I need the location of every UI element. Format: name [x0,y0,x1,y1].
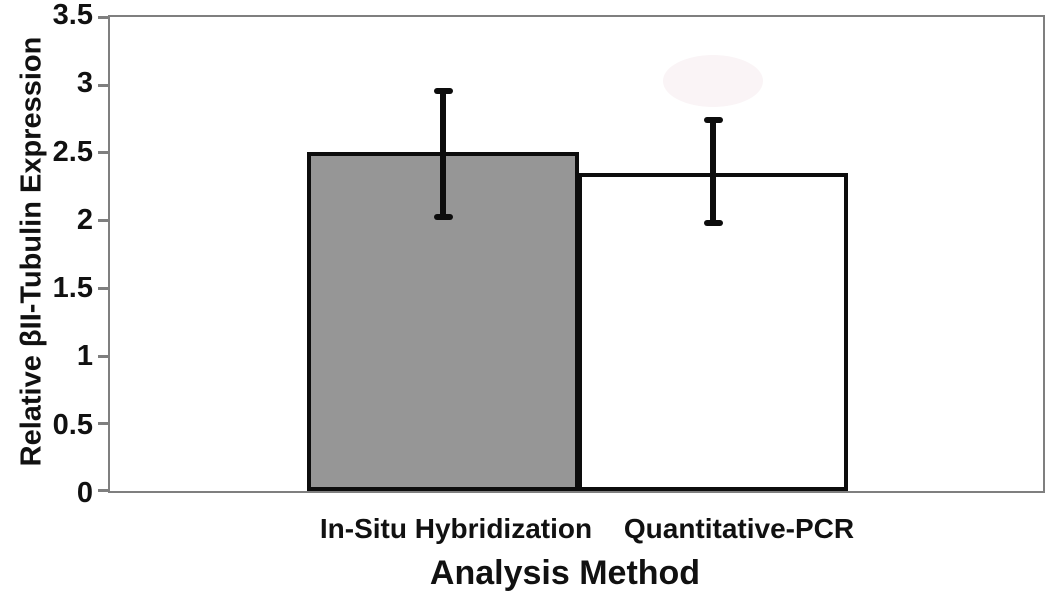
y-tick-mark [98,16,109,19]
x-tick-label-quantitative-pcr: Quantitative-PCR [623,513,855,544]
y-tick-mark [98,83,109,87]
y-tick-mark [98,354,109,358]
smudge-artifact [663,55,763,107]
y-tick-label: 3 [76,67,93,100]
error-bar-line [710,119,716,223]
x-tick-label-in-situ-hybridization: In-Situ Hybridization [319,513,593,544]
y-tick-mark [98,489,109,492]
y-tick-label: 0 [76,477,93,509]
error-bar-cap-bottom [704,219,723,226]
y-tick-labels: 3.5 3 2.5 2 1.5 1 0.5 0 [0,0,93,509]
y-tick-mark [98,219,109,223]
x-axis-title: Analysis Method [429,554,701,592]
y-tick-label: 1.5 [52,272,93,305]
y-tick-label: 2 [76,203,93,236]
y-tick-label: 1 [76,340,93,373]
y-tick-mark [98,422,109,426]
y-tick-label: 3.5 [52,0,93,31]
error-bar-cap-bottom [434,214,453,221]
y-tick-mark [98,286,109,290]
error-bar-cap-top [704,116,723,123]
error-bar-line [440,91,446,218]
error-bar-cap-top [434,88,453,95]
plot-area [98,15,1045,493]
y-tick-label: 0.5 [52,408,93,441]
y-tick-label: 2.5 [52,135,93,168]
y-tick-mark [98,151,109,155]
